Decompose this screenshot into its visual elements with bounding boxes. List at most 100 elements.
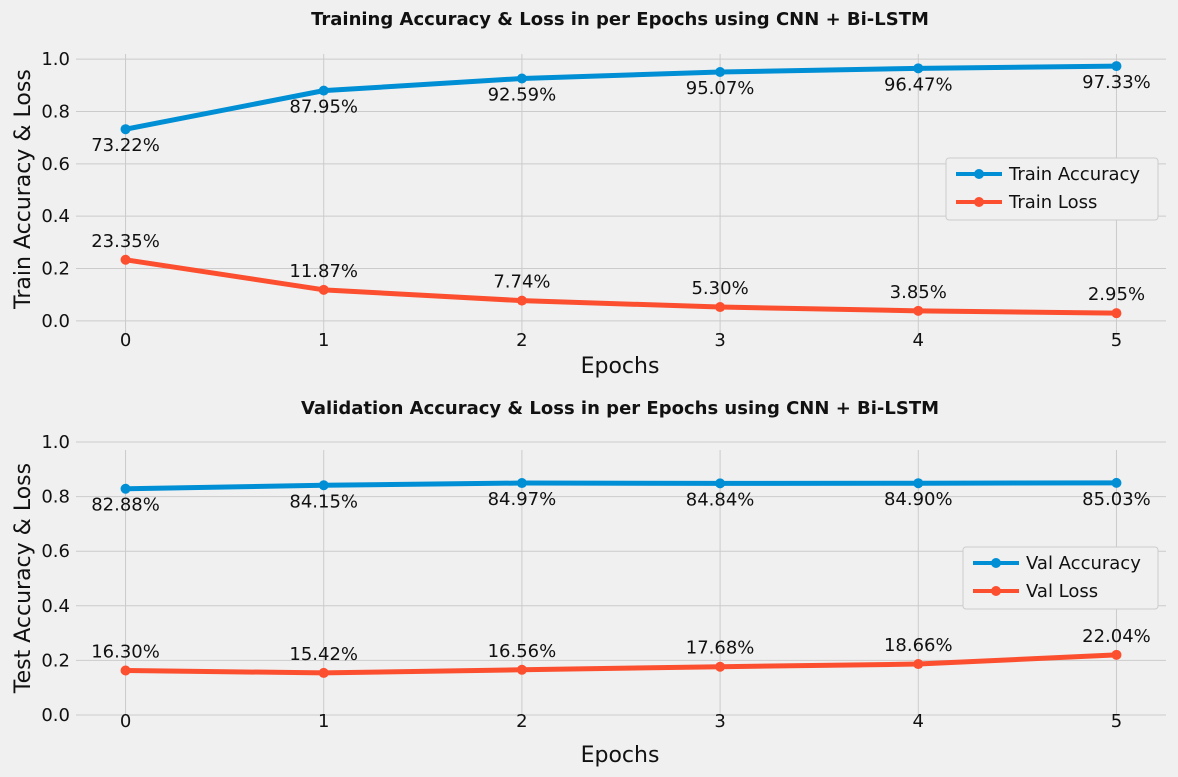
- legend: Train Accuracy Train Loss: [945, 157, 1159, 221]
- data-point-val-loss: [516, 664, 527, 675]
- training-chart: Training Accuracy & Loss in per Epochs u…: [11, 9, 1166, 379]
- series-line-train-loss: [123, 257, 1119, 316]
- data-labels: 82.88% 84.15% 84.97% 84.84% 84.90% 85.03% 16.3…: [91, 489, 1151, 665]
- y-tick-label: 1.0: [41, 432, 70, 453]
- legend-label-train-loss: Train Loss: [1008, 192, 1097, 213]
- data-label-val-accuracy: 84.84%: [686, 489, 755, 510]
- x-tick-label: 1: [318, 711, 329, 732]
- legend-marker-val-loss: [991, 586, 1001, 596]
- x-tick-label: 4: [913, 330, 924, 351]
- series-group: [120, 61, 1122, 319]
- data-point-val-loss: [318, 667, 329, 678]
- x-axis-label: Epochs: [581, 743, 660, 768]
- legend: Val Accuracy Val Loss: [962, 546, 1159, 610]
- y-tick-label: 0.0: [41, 311, 70, 332]
- data-label-val-accuracy: 85.03%: [1082, 489, 1151, 510]
- data-label-val-loss: 15.42%: [289, 644, 358, 665]
- series-line-val-loss: [123, 652, 1119, 676]
- data-label-val-loss: 17.68%: [686, 638, 755, 659]
- y-tick-label: 0.2: [41, 259, 70, 280]
- data-point-train-loss: [120, 254, 131, 265]
- legend-label-val-accuracy: Val Accuracy: [1026, 553, 1141, 574]
- data-point-val-loss: [913, 659, 924, 670]
- x-ticks: 0 1 2 3 4 5: [120, 711, 1122, 732]
- data-point-val-loss: [715, 661, 726, 672]
- y-tick-label: 0.0: [41, 705, 70, 726]
- data-point-val-loss: [120, 665, 131, 676]
- data-label-train-accuracy: 96.47%: [884, 74, 953, 95]
- data-label-val-accuracy: 84.15%: [289, 491, 358, 512]
- legend-marker-train-loss: [974, 197, 984, 207]
- data-label-train-loss: 5.30%: [691, 278, 748, 299]
- legend-marker-val-accuracy: [991, 558, 1001, 568]
- data-point-train-accuracy: [120, 124, 131, 135]
- data-label-train-accuracy: 95.07%: [686, 78, 755, 99]
- y-tick-label: 0.8: [41, 487, 70, 508]
- x-tick-label: 3: [714, 330, 725, 351]
- x-ticks: 0 1 2 3 4 5: [120, 330, 1122, 351]
- series-group: [120, 477, 1122, 678]
- data-label-val-loss: 22.04%: [1082, 626, 1151, 647]
- data-point-train-accuracy: [1111, 61, 1122, 72]
- y-ticks: 0.0 0.2 0.4 0.6 0.8 1.0: [41, 49, 70, 332]
- data-label-val-loss: 18.66%: [884, 635, 953, 656]
- data-point-train-loss: [913, 305, 924, 316]
- validation-chart: Validation Accuracy & Loss in per Epochs…: [11, 398, 1166, 768]
- data-label-train-loss: 2.95%: [1088, 284, 1145, 305]
- data-label-train-accuracy: 73.22%: [91, 135, 160, 156]
- data-label-val-accuracy: 84.97%: [488, 489, 557, 510]
- data-label-train-accuracy: 92.59%: [488, 84, 557, 105]
- x-tick-label: 4: [913, 711, 924, 732]
- data-labels: 73.22% 87.95% 92.59% 95.07% 96.47% 97.33% 23.3…: [91, 72, 1151, 305]
- chart-title: Validation Accuracy & Loss in per Epochs…: [301, 398, 939, 419]
- data-point-train-loss: [1111, 308, 1122, 319]
- legend-label-val-loss: Val Loss: [1026, 581, 1098, 602]
- data-point-val-accuracy: [318, 480, 329, 491]
- x-tick-label: 1: [318, 330, 329, 351]
- y-tick-label: 1.0: [41, 49, 70, 70]
- y-tick-label: 0.2: [41, 650, 70, 671]
- series-line-train-accuracy: [123, 63, 1119, 132]
- data-label-train-loss: 3.85%: [890, 282, 947, 303]
- data-point-train-accuracy: [318, 85, 329, 96]
- data-label-train-loss: 11.87%: [289, 261, 358, 282]
- data-point-train-accuracy: [715, 66, 726, 77]
- x-tick-label: 0: [120, 711, 131, 732]
- y-tick-label: 0.4: [41, 206, 70, 227]
- y-axis-label: Train Accuracy & Loss: [11, 69, 36, 310]
- data-point-val-accuracy: [516, 478, 527, 489]
- chart-title: Training Accuracy & Loss in per Epochs u…: [311, 9, 929, 30]
- data-point-train-loss: [715, 302, 726, 313]
- data-label-train-accuracy: 97.33%: [1082, 72, 1151, 93]
- data-point-train-loss: [516, 295, 527, 306]
- x-tick-label: 3: [714, 711, 725, 732]
- x-tick-label: 2: [516, 330, 527, 351]
- data-point-train-accuracy: [913, 63, 924, 74]
- x-axis-label: Epochs: [581, 354, 660, 379]
- data-label-train-loss: 23.35%: [91, 231, 160, 252]
- data-label-val-loss: 16.30%: [91, 642, 160, 663]
- data-label-val-accuracy: 82.88%: [91, 495, 160, 516]
- series-line-val-accuracy: [123, 480, 1119, 492]
- data-label-val-accuracy: 84.90%: [884, 489, 953, 510]
- data-label-val-loss: 16.56%: [488, 641, 557, 662]
- y-tick-label: 0.6: [41, 541, 70, 562]
- legend-label-train-accuracy: Train Accuracy: [1008, 164, 1140, 185]
- y-tick-label: 0.8: [41, 101, 70, 122]
- x-tick-label: 5: [1111, 330, 1122, 351]
- data-point-train-accuracy: [516, 73, 527, 84]
- data-point-val-accuracy: [913, 478, 924, 489]
- x-tick-label: 5: [1111, 711, 1122, 732]
- y-ticks: 0.0 0.2 0.4 0.6 0.8 1.0: [41, 432, 70, 726]
- x-tick-label: 2: [516, 711, 527, 732]
- grid: [76, 441, 1166, 716]
- data-point-val-accuracy: [1111, 477, 1122, 488]
- y-axis-label: Test Accuracy & Loss: [11, 463, 36, 694]
- data-point-val-accuracy: [120, 483, 131, 494]
- data-point-val-accuracy: [715, 478, 726, 489]
- y-tick-label: 0.6: [41, 154, 70, 175]
- data-label-train-accuracy: 87.95%: [289, 97, 358, 118]
- y-tick-label: 0.4: [41, 596, 70, 617]
- data-label-train-loss: 7.74%: [493, 272, 550, 293]
